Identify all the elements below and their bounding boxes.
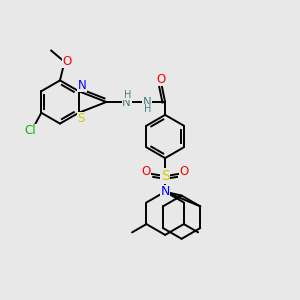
Text: O: O — [62, 55, 71, 68]
Text: Cl: Cl — [25, 124, 36, 137]
Text: N: N — [78, 79, 87, 92]
Text: H: H — [144, 104, 152, 114]
Text: H: H — [124, 90, 131, 100]
Text: S: S — [77, 112, 85, 125]
Text: O: O — [156, 73, 166, 86]
Text: N: N — [122, 95, 131, 109]
Text: N: N — [143, 95, 152, 109]
Text: N: N — [160, 185, 170, 198]
Text: O: O — [180, 165, 189, 178]
Text: S: S — [161, 169, 170, 183]
Text: O: O — [141, 165, 151, 178]
